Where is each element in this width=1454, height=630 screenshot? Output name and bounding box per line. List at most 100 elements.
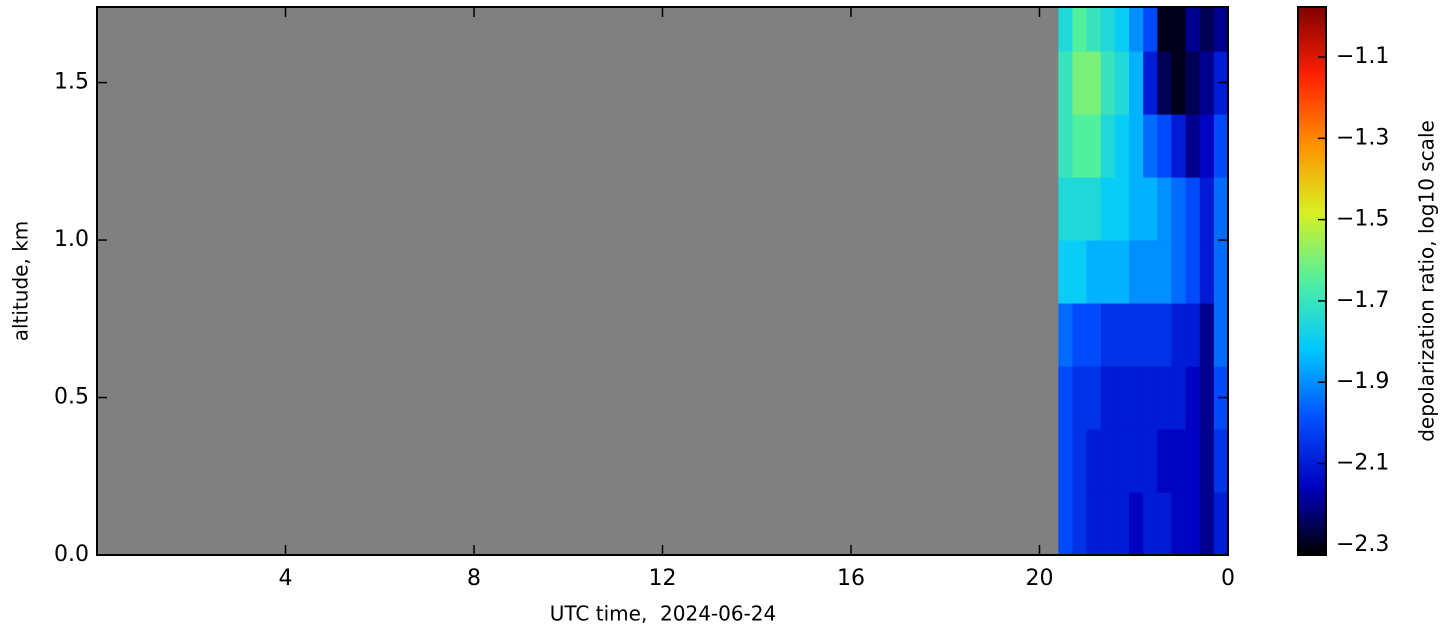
heatmap-cell	[1086, 303, 1102, 367]
heatmap-cell	[1114, 492, 1130, 556]
heatmap-cell	[1086, 7, 1102, 52]
colorbar-tick-label: −1.3	[1336, 125, 1389, 150]
heatmap-cell	[1143, 177, 1158, 241]
heatmap-cell	[1058, 240, 1073, 304]
heatmap-cell	[1072, 7, 1088, 52]
heatmap-cell	[1086, 51, 1102, 115]
heatmap-cell	[1072, 492, 1088, 556]
heatmap-cell	[1129, 177, 1144, 241]
heatmap-cell	[1058, 492, 1073, 556]
heatmap-cell	[1129, 429, 1144, 493]
heatmap-cell	[1185, 7, 1201, 52]
heatmap-cell	[1114, 114, 1130, 178]
heatmap-cell	[1171, 7, 1187, 52]
heatmap-cell	[1086, 240, 1102, 304]
y-tick-label: 0.5	[54, 385, 89, 410]
heatmap-cell	[1086, 114, 1102, 178]
colorbar	[1297, 6, 1327, 556]
heatmap	[97, 7, 1229, 556]
heatmap-cell	[1072, 177, 1088, 241]
heatmap-cell	[1058, 51, 1073, 115]
heatmap-cell	[1185, 114, 1201, 178]
heatmap-cell	[1143, 240, 1158, 304]
heatmap-cell	[1114, 240, 1130, 304]
x-tick-label: 0	[1221, 566, 1235, 591]
heatmap-cell	[1185, 429, 1201, 493]
heatmap-cell	[1199, 366, 1215, 430]
heatmap-cell	[1100, 51, 1116, 115]
colorbar-label: depolarization ratio, log10 scale	[1415, 120, 1439, 442]
heatmap-cell	[1213, 7, 1229, 52]
heatmap-cell	[1058, 366, 1073, 430]
y-tick-label: 1.0	[54, 227, 89, 252]
heatmap-cell	[1114, 51, 1130, 115]
heatmap-cell	[1058, 7, 1073, 52]
heatmap-cell	[1129, 114, 1144, 178]
heatmap-cell	[1100, 366, 1116, 430]
colorbar-tick-label: −1.1	[1336, 44, 1389, 69]
heatmap-cell	[1199, 492, 1215, 556]
x-axis-label: UTC time, 2024-06-24	[550, 602, 777, 626]
heatmap-cell	[1199, 51, 1215, 115]
heatmap-cell	[1171, 366, 1187, 430]
heatmap-cell	[1157, 429, 1172, 493]
heatmap-cell	[1058, 114, 1073, 178]
heatmap-cell	[1143, 366, 1158, 430]
heatmap-cell	[1143, 429, 1158, 493]
heatmap-cell	[1171, 51, 1187, 115]
heatmap-cell	[1086, 492, 1102, 556]
heatmap-cell	[1157, 114, 1172, 178]
heatmap-cell	[1143, 492, 1158, 556]
colorbar-tick-label: −1.5	[1336, 207, 1389, 232]
heatmap-cell	[1213, 240, 1229, 304]
heatmap-cell	[1072, 114, 1088, 178]
heatmap-cell	[1114, 429, 1130, 493]
heatmap-cell	[1199, 429, 1215, 493]
heatmap-cell	[1213, 303, 1229, 367]
colorbar-tick-label: −1.7	[1336, 288, 1389, 313]
heatmap-cell	[1072, 429, 1088, 493]
heatmap-cell	[1143, 7, 1158, 52]
heatmap-cell	[1185, 366, 1201, 430]
heatmap-cell	[1129, 366, 1144, 430]
x-tick-label: 16	[837, 566, 865, 591]
heatmap-cell	[1157, 492, 1172, 556]
heatmap-cell	[1171, 429, 1187, 493]
heatmap-cell	[1199, 240, 1215, 304]
x-tick-label: 12	[649, 566, 677, 591]
y-axis-label: altitude, km	[9, 221, 33, 342]
heatmap-cell	[1171, 240, 1187, 304]
heatmap-cell	[1129, 492, 1144, 556]
heatmap-cell	[1100, 492, 1116, 556]
heatmap-cell	[1058, 177, 1073, 241]
heatmap-cell	[1157, 7, 1172, 52]
heatmap-cell	[1114, 7, 1130, 52]
heatmap-cell	[1129, 51, 1144, 115]
heatmap-cell	[1086, 366, 1102, 430]
heatmap-cell	[1072, 303, 1088, 367]
heatmap-cell	[1199, 7, 1215, 52]
heatmap-cell	[1157, 366, 1172, 430]
heatmap-cell	[1143, 303, 1158, 367]
heatmap-cell	[1171, 177, 1187, 241]
heatmap-cell	[1058, 303, 1073, 367]
heatmap-cell	[1114, 177, 1130, 241]
y-tick-label: 1.5	[54, 70, 89, 95]
heatmap-cell	[1086, 177, 1102, 241]
nodata-background	[97, 7, 1228, 555]
heatmap-cell	[1157, 303, 1172, 367]
colorbar-tick-label: −2.3	[1336, 532, 1389, 557]
heatmap-cell	[1100, 114, 1116, 178]
heatmap-cell	[1072, 240, 1088, 304]
y-tick-label: 0.0	[54, 542, 89, 567]
heatmap-cell	[1072, 51, 1088, 115]
heatmap-cell	[1185, 240, 1201, 304]
heatmap-cell	[1185, 303, 1201, 367]
heatmap-cell	[1100, 177, 1116, 241]
heatmap-cell	[1143, 114, 1158, 178]
heatmap-cell	[1100, 240, 1116, 304]
heatmap-cell	[1185, 51, 1201, 115]
heatmap-cell	[1199, 303, 1215, 367]
heatmap-cell	[1171, 114, 1187, 178]
